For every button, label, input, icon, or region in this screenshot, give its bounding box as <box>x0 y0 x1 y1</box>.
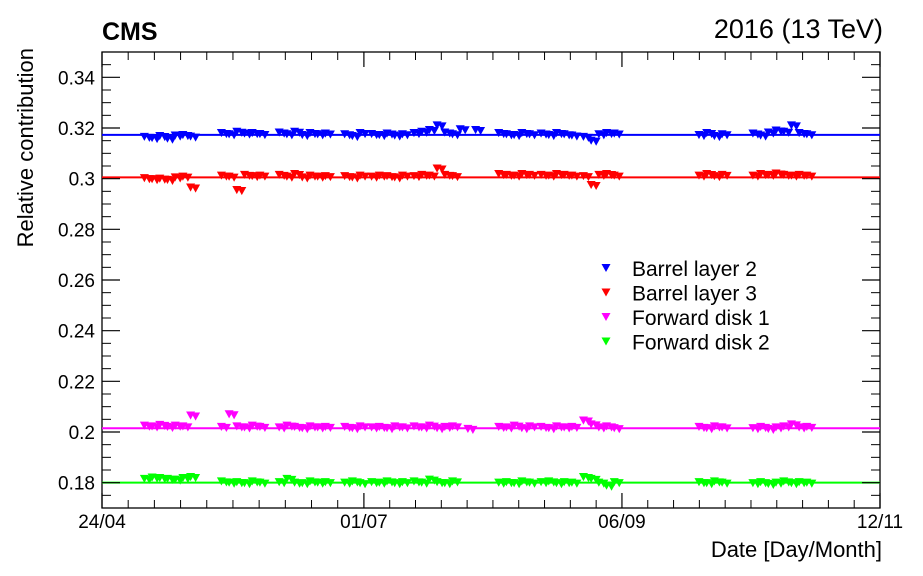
legend-marker <box>601 337 611 346</box>
data-point <box>437 165 447 174</box>
data-point <box>402 479 412 488</box>
y-tick-label: 0.3 <box>69 170 95 191</box>
data-point <box>191 474 201 483</box>
data-point <box>237 187 247 196</box>
legend-label: Barrel layer 3 <box>632 283 757 306</box>
data-point <box>429 126 439 136</box>
data-point <box>530 171 540 180</box>
data-point <box>191 184 201 193</box>
data-point <box>468 425 478 435</box>
data-point <box>260 172 270 181</box>
data-point <box>784 128 794 137</box>
legend-marker <box>601 312 611 322</box>
data-point <box>437 122 447 131</box>
data-point <box>614 172 624 181</box>
y-tick-label: 0.26 <box>58 271 95 292</box>
data-point <box>614 425 624 434</box>
plot-frame <box>101 51 881 509</box>
data-point <box>530 131 540 140</box>
data-point <box>325 423 335 432</box>
data-point <box>360 130 370 139</box>
data-point <box>452 131 462 140</box>
y-tick-label: 0.18 <box>58 474 95 495</box>
data-point <box>572 423 582 432</box>
legend-label: Forward disk 2 <box>632 332 770 355</box>
legend-label: Barrel layer 2 <box>632 258 757 281</box>
data-point <box>360 480 370 489</box>
data-point <box>260 479 270 488</box>
data-point <box>360 423 370 432</box>
x-tick-label: 01/07 <box>340 512 388 533</box>
data-point <box>591 137 601 146</box>
data-point <box>325 130 335 139</box>
data-point <box>583 173 593 182</box>
data-point <box>221 423 231 432</box>
data-point <box>722 479 732 488</box>
data-point <box>572 132 582 141</box>
data-point <box>452 173 462 182</box>
y-axis-title: Relative contribution <box>13 48 38 247</box>
data-point <box>183 423 193 432</box>
data-point <box>191 133 201 142</box>
data-point <box>229 411 239 420</box>
data-point <box>452 423 462 432</box>
data-point <box>402 424 412 433</box>
data-point <box>807 423 817 432</box>
data-point <box>183 173 193 182</box>
data-point <box>614 130 624 139</box>
data-point <box>260 131 270 140</box>
x-tick-label: 06/09 <box>598 512 646 533</box>
y-tick-label: 0.2 <box>69 423 95 444</box>
data-point <box>530 423 540 432</box>
y-tick-label: 0.34 <box>58 68 95 89</box>
data-point <box>191 412 201 421</box>
data-point <box>722 424 732 433</box>
legend-marker <box>601 263 611 273</box>
data-point <box>460 126 470 135</box>
data-point <box>791 122 801 131</box>
data-point <box>572 479 582 488</box>
data-point <box>402 131 412 140</box>
data-point <box>807 172 817 181</box>
data-point <box>452 478 462 487</box>
run-label: 2016 (13 TeV) <box>714 14 883 44</box>
data-point <box>325 479 335 488</box>
data-point <box>530 479 540 488</box>
y-tick-label: 0.32 <box>58 119 95 140</box>
legend-label: Forward disk 1 <box>632 307 770 330</box>
data-point <box>591 181 601 191</box>
data-point <box>325 173 335 182</box>
data-point <box>260 423 270 432</box>
x-tick-label: 12/11 <box>857 512 903 533</box>
experiment-label: CMS <box>102 18 158 46</box>
data-point <box>229 173 239 182</box>
data-point <box>807 479 817 488</box>
y-tick-label: 0.22 <box>58 372 95 393</box>
y-tick-label: 0.28 <box>58 220 95 241</box>
data-point <box>476 126 486 136</box>
data-point <box>722 171 732 180</box>
legend-marker <box>601 288 611 297</box>
y-tick-label: 0.24 <box>58 322 95 343</box>
data-point <box>429 172 439 181</box>
data-point <box>402 172 412 181</box>
data-point <box>807 131 817 140</box>
data-point <box>360 172 370 181</box>
data-point <box>572 172 582 181</box>
x-axis-title: Date [Day/Month] <box>711 537 882 562</box>
data-point <box>614 479 624 488</box>
data-point <box>722 131 732 140</box>
x-tick-label: 24/04 <box>78 512 126 533</box>
